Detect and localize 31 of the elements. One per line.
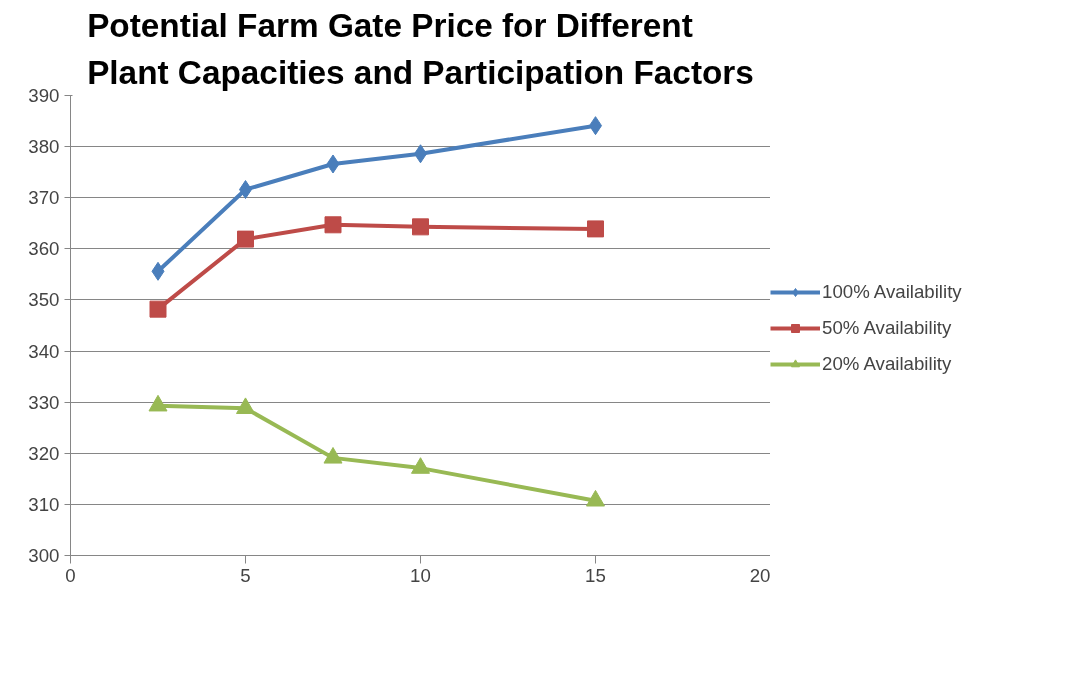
y-tick-label: 370 (28, 187, 60, 209)
y-tick-label: 300 (28, 545, 60, 566)
y-tick-label: 310 (28, 493, 60, 515)
y-tick-label: 390 (28, 85, 60, 106)
y-tick-label: 350 (28, 289, 60, 311)
point (586, 489, 605, 507)
x-tick-label: 5 (240, 564, 251, 586)
y-tick-label: 320 (28, 442, 60, 464)
chart-title: Potential Farm Gate Price for Different Plant Capacities and Participation Factors (87, 7, 754, 91)
point (412, 218, 429, 236)
point (149, 300, 167, 318)
point (411, 457, 430, 474)
point (236, 397, 255, 414)
point (148, 394, 168, 412)
y-tick-label: 360 (28, 238, 60, 260)
x-tick-label: 15 (585, 564, 606, 586)
y-tick-label: 330 (28, 391, 60, 413)
point (237, 230, 254, 248)
x-tick-label: 20 (749, 564, 771, 586)
point (323, 446, 343, 464)
point (151, 261, 165, 281)
legend-label: 20% Availability (822, 352, 952, 375)
y-tick-label: 380 (28, 136, 60, 158)
point (587, 220, 604, 238)
x-tick-label: 0 (65, 564, 76, 586)
legend-label: 100% Availability (822, 280, 962, 303)
point (326, 154, 340, 174)
x-tick-label: 10 (410, 564, 431, 586)
y-tick-label: 340 (28, 340, 60, 362)
legend-label: 50% Availability (822, 316, 952, 339)
point (324, 216, 342, 234)
